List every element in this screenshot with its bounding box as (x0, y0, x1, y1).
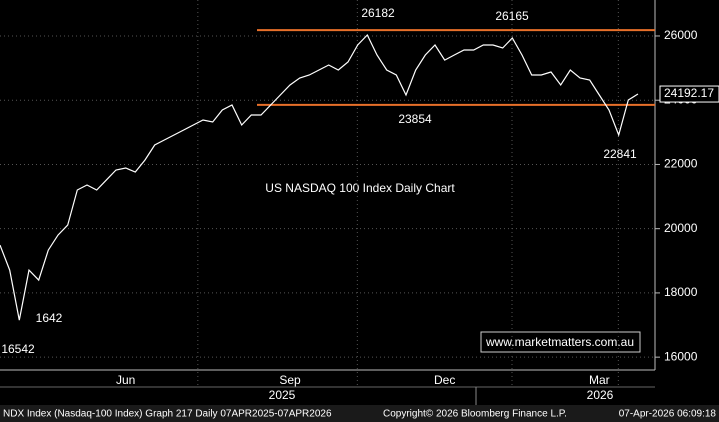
footer-text: Copyright© 2026 Bloomberg Finance L.P. (383, 409, 567, 420)
year-label: 2025 (269, 388, 296, 402)
x-tick-label: Sep (279, 373, 301, 387)
x-tick-label: Dec (434, 373, 455, 387)
price-label: 1642 (36, 311, 63, 325)
chart-title: US NASDAQ 100 Index Daily Chart (265, 181, 455, 195)
price-label: 26182 (361, 6, 395, 20)
price-label: 23854 (398, 112, 432, 126)
last-price: 24192.17 (664, 86, 714, 100)
footer-bar (0, 405, 719, 422)
price-label: 16542 (1, 342, 35, 356)
x-tick-label: Jun (116, 373, 135, 387)
footer-text: 07-Apr-2026 06:09:18 (619, 409, 717, 420)
y-tick-label: 26000 (664, 28, 698, 42)
year-label: 2026 (587, 388, 614, 402)
y-tick-label: 22000 (664, 157, 698, 171)
y-tick-label: 18000 (664, 285, 698, 299)
price-line (0, 33, 639, 321)
price-label: 22841 (603, 147, 637, 161)
y-tick-label: 16000 (664, 349, 698, 363)
watermark: www.marketmatters.com.au (485, 335, 634, 349)
x-tick-label: Mar (589, 373, 610, 387)
y-tick-label: 20000 (664, 221, 698, 235)
last-price-box (659, 85, 719, 103)
footer-text: NDX Index (Nasdaq-100 Index) Graph 217 D… (3, 409, 332, 420)
watermark-box (480, 331, 641, 353)
price-label: 26165 (495, 9, 529, 23)
